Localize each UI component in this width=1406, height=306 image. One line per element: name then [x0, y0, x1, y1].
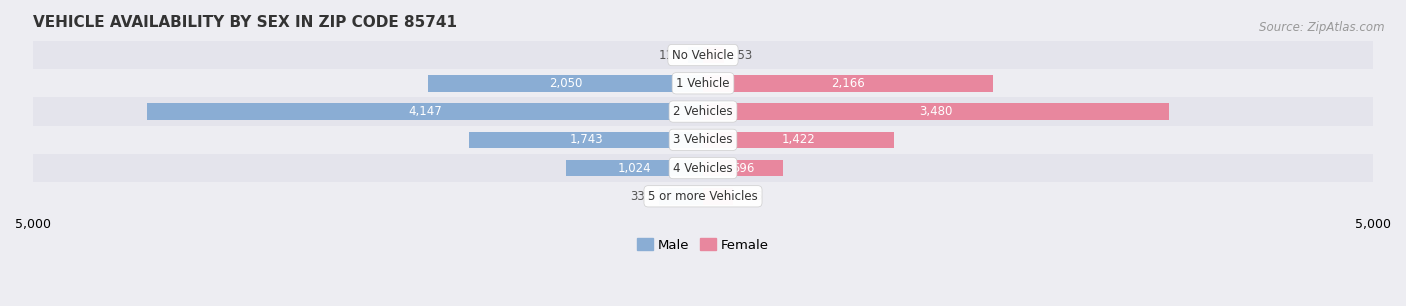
Bar [32, 182, 1374, 211]
Bar [565, 160, 703, 176]
Bar [703, 188, 734, 204]
Legend: Male, Female: Male, Female [633, 234, 773, 256]
Bar [703, 47, 724, 63]
Text: 1,743: 1,743 [569, 133, 603, 146]
Bar [32, 154, 1374, 182]
Bar [688, 47, 703, 63]
Text: 3,480: 3,480 [920, 105, 953, 118]
Bar [703, 75, 993, 91]
Text: 4,147: 4,147 [408, 105, 441, 118]
Text: 4 Vehicles: 4 Vehicles [673, 162, 733, 174]
Bar [32, 41, 1374, 69]
Text: 1 Vehicle: 1 Vehicle [676, 77, 730, 90]
Text: 111: 111 [659, 49, 682, 62]
Bar [470, 132, 703, 148]
Text: 3 Vehicles: 3 Vehicles [673, 133, 733, 146]
Bar [32, 126, 1374, 154]
Bar [658, 188, 703, 204]
Text: 2 Vehicles: 2 Vehicles [673, 105, 733, 118]
Text: Source: ZipAtlas.com: Source: ZipAtlas.com [1260, 21, 1385, 34]
Text: 596: 596 [731, 162, 754, 174]
Text: VEHICLE AVAILABILITY BY SEX IN ZIP CODE 85741: VEHICLE AVAILABILITY BY SEX IN ZIP CODE … [32, 15, 457, 30]
Text: 226: 226 [740, 190, 762, 203]
Text: 1,422: 1,422 [782, 133, 815, 146]
Text: 153: 153 [730, 49, 752, 62]
Bar [32, 97, 1374, 126]
Bar [703, 103, 1170, 120]
Bar [703, 160, 783, 176]
Text: 1,024: 1,024 [617, 162, 651, 174]
Bar [32, 69, 1374, 97]
Bar [429, 75, 703, 91]
Text: 331: 331 [630, 190, 652, 203]
Bar [148, 103, 703, 120]
Bar [703, 132, 894, 148]
Text: 2,166: 2,166 [831, 77, 865, 90]
Text: No Vehicle: No Vehicle [672, 49, 734, 62]
Text: 2,050: 2,050 [548, 77, 582, 90]
Text: 5 or more Vehicles: 5 or more Vehicles [648, 190, 758, 203]
